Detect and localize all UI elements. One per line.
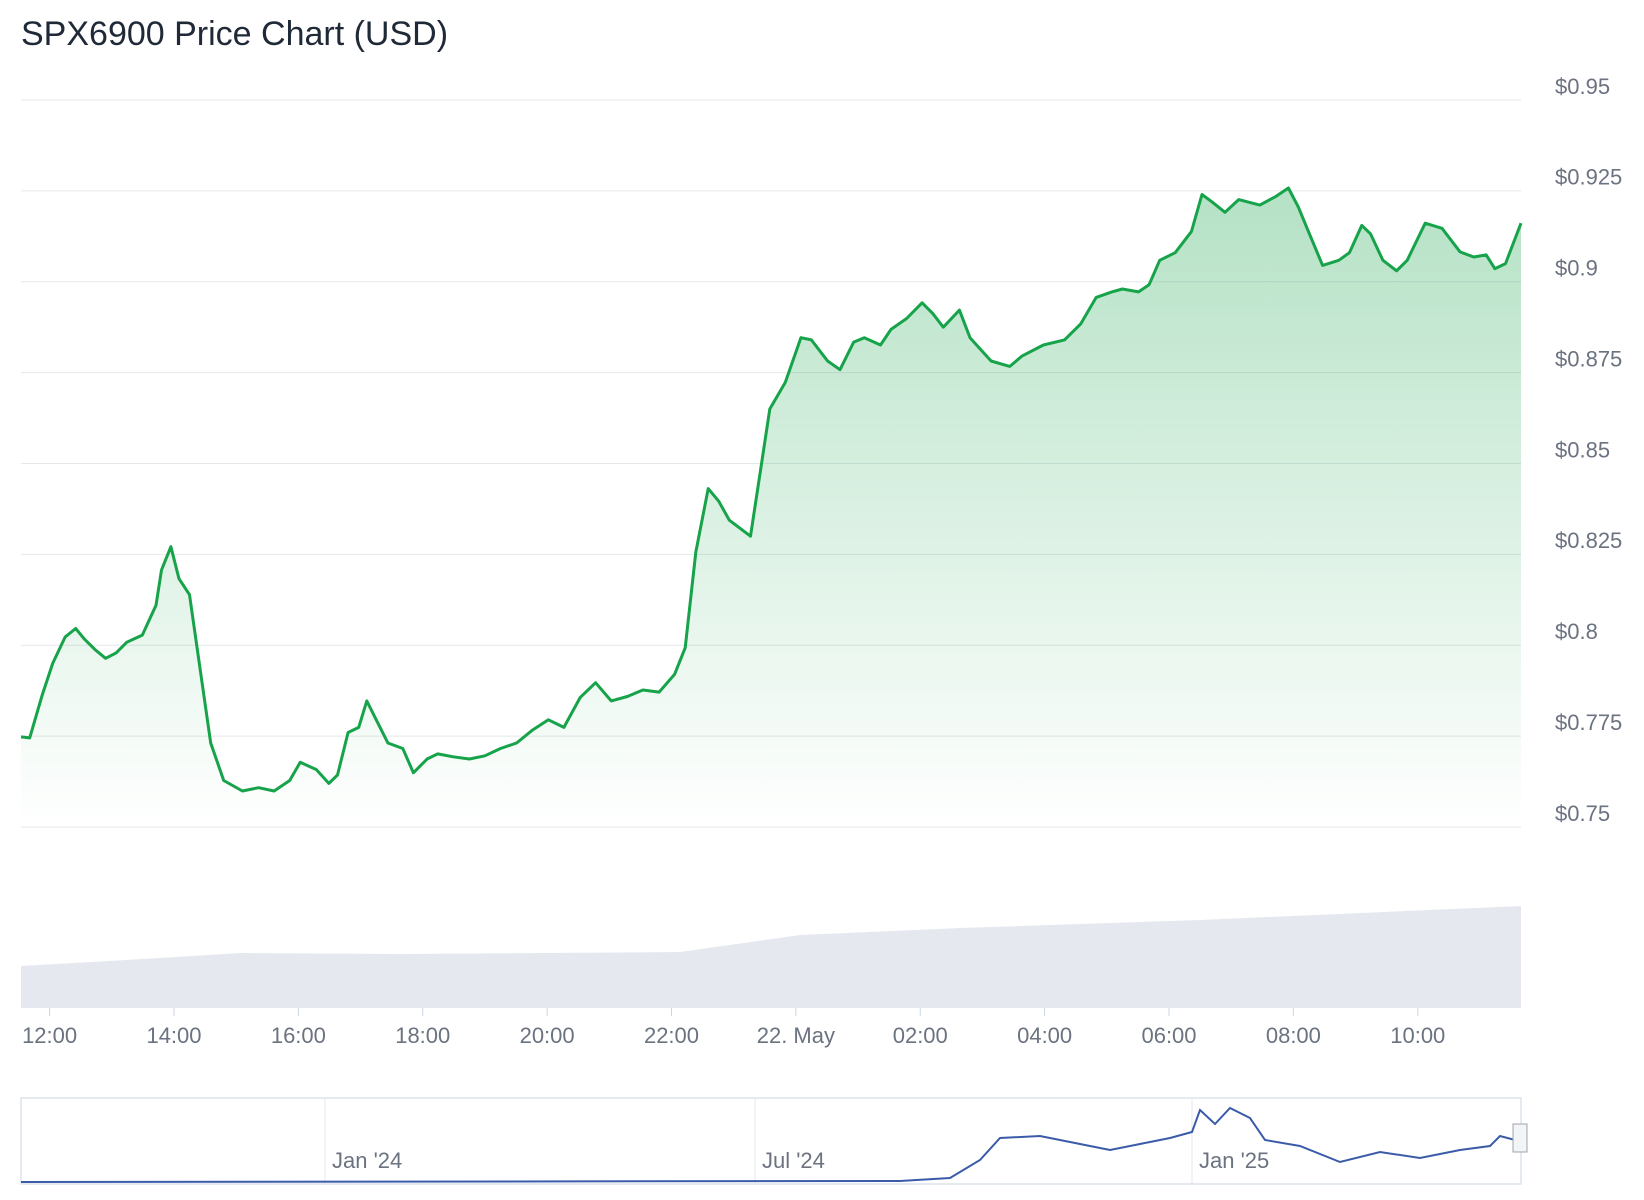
y-tick-label: $0.825: [1555, 528, 1622, 553]
x-tick-label: 16:00: [271, 1023, 326, 1048]
x-tick-label: 12:00: [22, 1023, 77, 1048]
y-tick-label: $0.95: [1555, 74, 1610, 99]
price-line: [20, 186, 1523, 793]
x-tick-label: 06:00: [1141, 1023, 1196, 1048]
x-tick-label: 08:00: [1266, 1023, 1321, 1048]
y-tick-label: $0.8: [1555, 619, 1598, 644]
x-tick-label: 22. May: [757, 1023, 835, 1048]
x-tick-label: 14:00: [146, 1023, 201, 1048]
navigator-line: [20, 1106, 1516, 1183]
y-tick-label: $0.9: [1555, 256, 1598, 281]
volume-bars: [21, 906, 1521, 1008]
y-tick-label: $0.85: [1555, 437, 1610, 462]
navigator-label: Jul '24: [762, 1148, 825, 1173]
x-tick-label: 10:00: [1390, 1023, 1445, 1048]
x-tick-label: 18:00: [395, 1023, 450, 1048]
x-tick-label: 20:00: [520, 1023, 575, 1048]
navigator-label: Jan '25: [1199, 1148, 1269, 1173]
x-tick-label: 22:00: [644, 1023, 699, 1048]
y-tick-label: $0.775: [1555, 710, 1622, 735]
y-tick-label: $0.925: [1555, 165, 1622, 190]
navigator: Jan '24 Jul '24 Jan '25: [20, 1097, 1528, 1185]
x-tick-label: 02:00: [893, 1023, 948, 1048]
y-tick-label: $0.875: [1555, 346, 1622, 371]
area-fill: [21, 188, 1521, 827]
navigator-label: Jan '24: [332, 1148, 402, 1173]
y-tick-label: $0.75: [1555, 801, 1610, 826]
navigator-handle[interactable]: [1512, 1123, 1528, 1153]
chart-title: SPX6900 Price Chart (USD): [21, 15, 448, 53]
x-tick-label: 04:00: [1017, 1023, 1072, 1048]
